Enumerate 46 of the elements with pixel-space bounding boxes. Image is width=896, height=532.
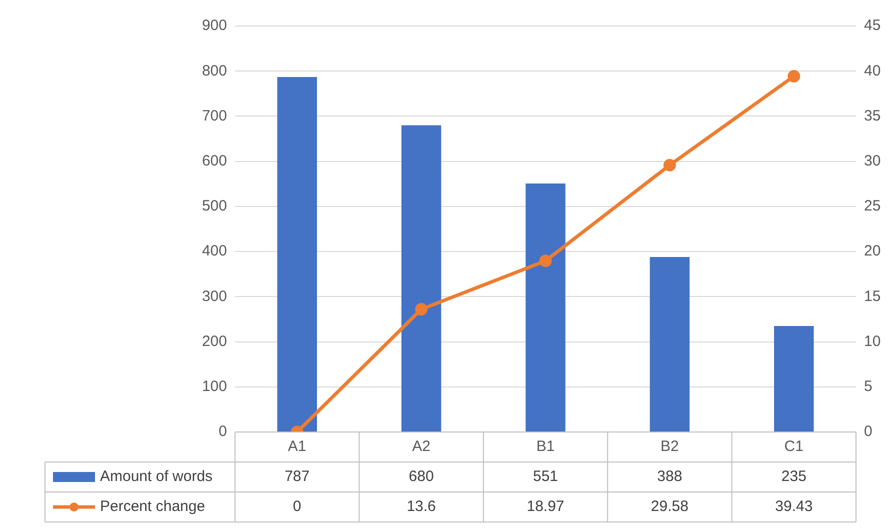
y2-tick-label: 40	[864, 62, 881, 80]
data-label: 39.43	[775, 498, 813, 516]
y2-tick-label: 30	[864, 152, 881, 170]
x-tick-label: A2	[412, 438, 430, 456]
y-tick-label: 800	[202, 62, 227, 80]
y-tick-label: 900	[202, 17, 227, 34]
data-label: 29.58	[650, 498, 688, 516]
legend-label: Amount of words	[100, 468, 213, 486]
y2-tick-label: 15	[864, 288, 881, 305]
data-label: 235	[781, 468, 806, 486]
y-tick-label: 500	[202, 198, 227, 215]
y2-tick-label: 10	[864, 332, 881, 350]
y-tick-label: 700	[202, 107, 227, 124]
data-label: 680	[408, 468, 434, 486]
point	[415, 303, 428, 316]
x-tick-label: B2	[660, 438, 679, 456]
bar	[650, 256, 690, 432]
point	[788, 70, 800, 83]
bar	[277, 76, 317, 432]
y2-tick-label: 25	[864, 198, 881, 215]
bar	[526, 183, 566, 432]
data-label: 0	[292, 498, 302, 516]
y2-tick-label: 45	[864, 17, 881, 34]
data-label: 551	[532, 468, 558, 486]
x-tick-label: A1	[288, 438, 306, 456]
data-label: 787	[284, 468, 310, 486]
y2-tick-label: 5	[864, 378, 872, 396]
y2-tick-label: 20	[864, 242, 881, 260]
point	[663, 158, 676, 172]
y-tick-label: 100	[202, 378, 227, 396]
point	[539, 254, 552, 268]
y-tick-label: 400	[202, 242, 227, 260]
bar	[401, 125, 442, 432]
x-tick-label: B1	[536, 438, 555, 456]
y2-tick-label: 35	[864, 107, 881, 124]
y-tick-label: 0	[218, 423, 227, 440]
legend-label: Percent change	[100, 498, 206, 516]
y-tick-label: 600	[202, 152, 227, 170]
y-tick-label: 200	[202, 332, 227, 350]
data-label: 13.6	[406, 498, 436, 516]
x-tick-label: C1	[784, 438, 804, 456]
data-label: 18.97	[526, 498, 564, 516]
y-tick-label: 300	[202, 288, 227, 305]
y2-tick-label: 0	[864, 423, 872, 440]
bar	[774, 326, 814, 432]
data-label: 388	[657, 468, 682, 486]
